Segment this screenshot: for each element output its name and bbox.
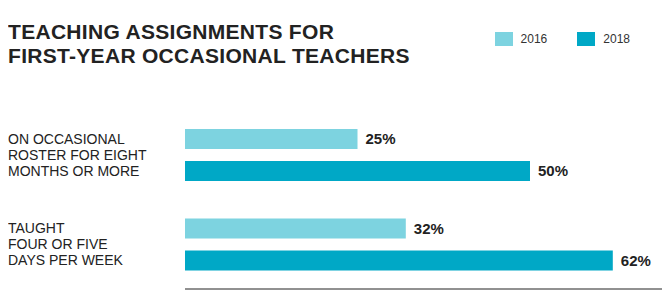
svg-text:50%: 50%: [538, 162, 568, 179]
svg-text:25%: 25%: [366, 130, 396, 147]
html-text:2018: 2018: [603, 32, 630, 46]
html-text:TEACHING ASSIGNMENTS FOR: TEACHING ASSIGNMENTS FOR: [8, 20, 335, 43]
svg-text:ON OCCASIONALROSTER FOR EIGHTM: ON OCCASIONALROSTER FOR EIGHTMONTHS OR M…: [8, 131, 147, 179]
svg-text:32%: 32%: [414, 220, 444, 237]
svg-text:TAUGHTFOUR OR FIVEDAYS PER WEE: TAUGHTFOUR OR FIVEDAYS PER WEEK: [8, 220, 124, 268]
html-text:FIRST-YEAR OCCASIONAL TEACHERS: FIRST-YEAR OCCASIONAL TEACHERS: [8, 44, 410, 67]
svg-text:62%: 62%: [621, 252, 651, 269]
html-text:2016: 2016: [520, 32, 548, 46]
